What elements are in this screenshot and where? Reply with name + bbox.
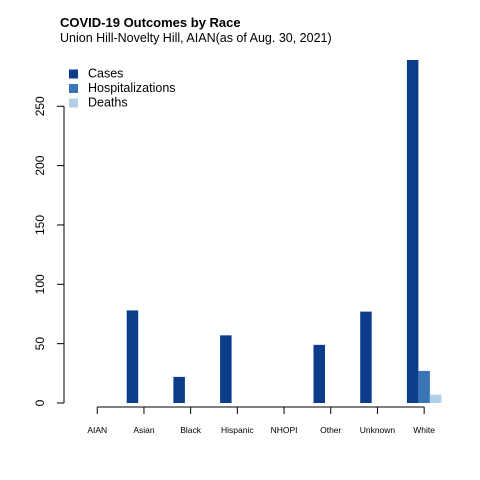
x-tick-label: Unknown: [360, 425, 396, 435]
legend-label: Hospitalizations: [88, 81, 176, 95]
x-tick-label: Asian: [133, 425, 155, 435]
bar-cases-hispanic: [220, 335, 232, 403]
y-tick-label: 150: [33, 215, 47, 235]
bar-cases-asian: [126, 310, 139, 403]
y-tick-label: 50: [33, 337, 47, 351]
legend-swatch: [69, 84, 78, 93]
legend-label: Deaths: [88, 95, 128, 109]
legend-label: Cases: [88, 66, 123, 80]
bar-cases-white: [406, 60, 419, 403]
x-tick-label: Hispanic: [221, 425, 254, 435]
bar-hospitalizations-white: [418, 370, 430, 403]
chart-title: COVID-19 Outcomes by Race: [60, 15, 241, 30]
bar-deaths-white: [429, 394, 442, 403]
x-tick-label: AIAN: [87, 425, 107, 435]
y-tick-label: 100: [33, 274, 47, 294]
y-axis: 0 50 100 150 200 250: [33, 96, 65, 406]
bars: [126, 60, 442, 403]
legend-swatch: [69, 98, 78, 108]
bar-cases-black: [173, 376, 185, 403]
x-tick-label: Black: [180, 425, 202, 435]
y-tick-label: 250: [33, 96, 47, 116]
bar-cases-unknown: [360, 311, 372, 403]
x-tick-label: Other: [320, 425, 341, 435]
bar-cases-other: [313, 344, 325, 403]
legend-swatch: [69, 69, 78, 79]
chart-subtitle: Union Hill-Novelty Hill, AIAN(as of Aug.…: [60, 31, 332, 45]
y-tick-label: 0: [33, 399, 47, 406]
y-tick-label: 200: [33, 155, 47, 175]
x-tick-label: White: [413, 425, 435, 435]
x-axis: AIAN Asian Black Hispanic NHOPI Other Unknown W…: [87, 406, 435, 435]
x-tick-label: NHOPI: [271, 425, 298, 435]
